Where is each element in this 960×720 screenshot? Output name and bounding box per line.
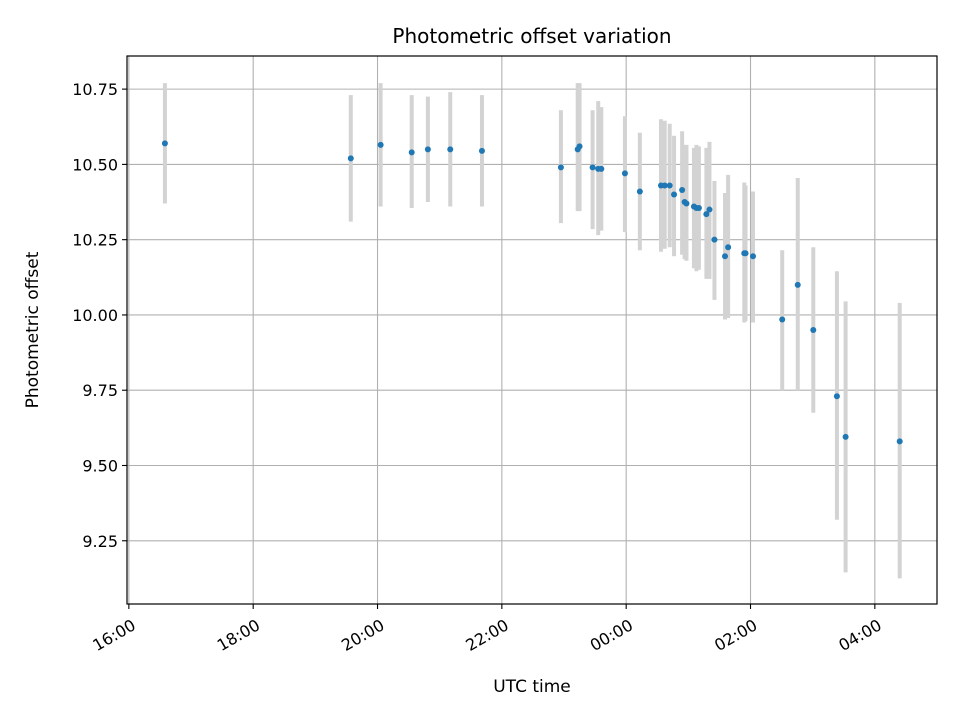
y-tick-label: 10.25 [72,231,118,250]
data-point [661,182,668,189]
y-tick-label: 10.00 [72,306,118,325]
data-point [598,165,605,172]
data-point [478,147,485,154]
grid [127,56,937,604]
x-axis-label: UTC time [493,677,571,697]
data-point [810,327,817,333]
data-point [447,146,454,153]
data-point [703,211,710,218]
data-point [671,191,678,198]
data-point [896,438,903,445]
data-point [711,236,718,243]
y-tick-label: 9.50 [82,456,118,475]
data-point [695,205,702,212]
plot-area-frame [126,55,938,605]
y-tick-label: 9.75 [82,381,118,400]
data-point [725,244,732,251]
data-point [424,146,431,153]
data-point [576,143,583,150]
data-point [557,164,564,171]
data-point [161,140,168,147]
y-axis-label: Photometric offset [23,251,43,408]
data-points [161,140,903,445]
data-point [666,182,673,189]
y-tick-label: 10.50 [72,155,118,174]
data-point [636,188,643,195]
data-point [749,253,756,260]
data-point [779,316,786,323]
data-point [833,393,840,400]
data-point [722,253,729,260]
data-point [742,250,749,257]
y-tick-label: 10.75 [72,80,118,99]
data-point [842,433,849,440]
data-point [621,170,628,177]
data-point [679,186,686,193]
chart-title: Photometric offset variation [392,24,671,48]
y-tick-label: 9.25 [82,532,118,551]
data-point [589,164,596,171]
data-point [706,206,713,213]
data-point [377,141,384,148]
data-point [683,200,690,207]
data-point [408,149,415,156]
data-point [794,281,801,288]
data-point [347,155,354,162]
y-axis-ticks: 9.25 9.50 9.75 10.00 10.25 10.50 10.75 [72,80,127,551]
